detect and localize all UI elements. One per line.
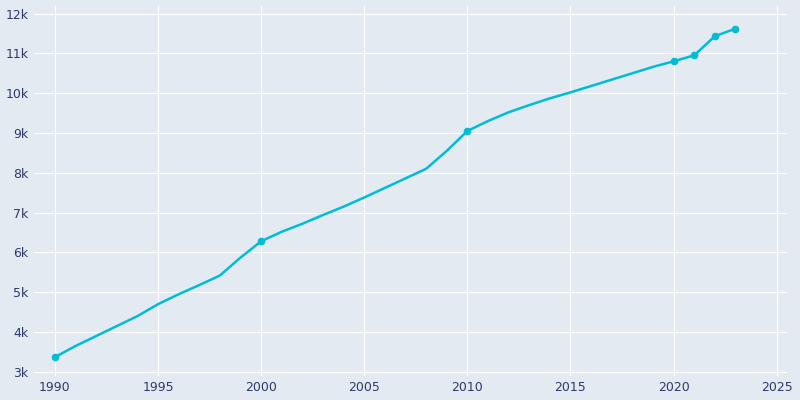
Point bbox=[49, 354, 62, 360]
Point bbox=[461, 128, 474, 134]
Point bbox=[254, 238, 267, 244]
Point bbox=[667, 58, 680, 64]
Point bbox=[729, 26, 742, 32]
Point bbox=[709, 33, 722, 40]
Point bbox=[688, 52, 701, 58]
